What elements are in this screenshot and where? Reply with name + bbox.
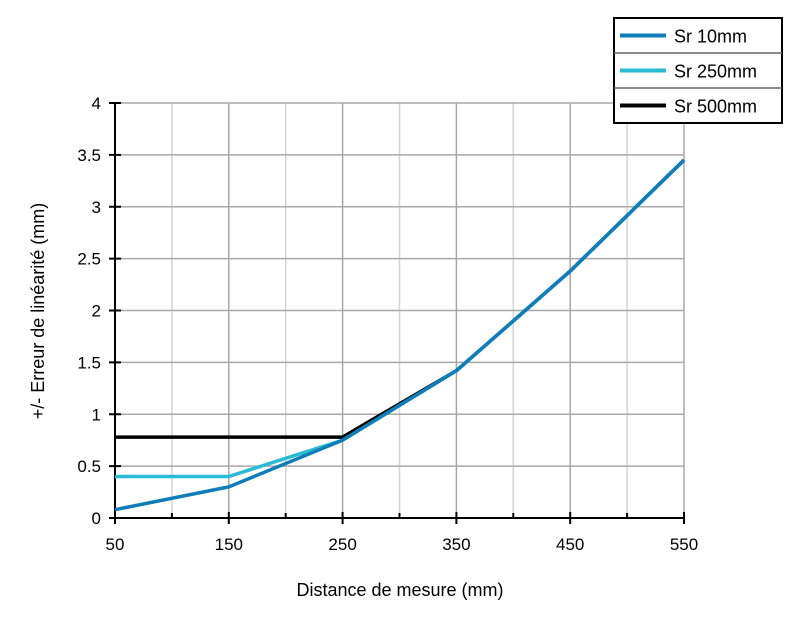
y-tick-label: 0	[92, 509, 101, 528]
legend-label: Sr 10mm	[674, 27, 747, 47]
y-tick-label: 4	[92, 94, 101, 113]
series-lines	[114, 158, 686, 512]
y-tick-label: 1	[92, 405, 101, 424]
legend-label: Sr 500mm	[674, 97, 757, 117]
x-tick-label: 550	[670, 535, 698, 554]
x-tick-label: 150	[215, 535, 243, 554]
x-tick-label: 50	[106, 535, 125, 554]
y-tick-label: 1.5	[77, 353, 101, 372]
y-axis-label: +/- Erreur de linéarité (mm)	[28, 203, 48, 420]
grid	[114, 102, 685, 519]
x-axis-label: Distance de mesure (mm)	[296, 580, 503, 600]
y-tick-label: 3.5	[77, 146, 101, 165]
y-tick-label: 2	[92, 302, 101, 321]
y-tick-label: 0.5	[77, 457, 101, 476]
legend-label: Sr 250mm	[674, 62, 757, 82]
x-tick-label: 250	[328, 535, 356, 554]
series-line-sr-10mm	[114, 158, 686, 512]
x-tick-label: 350	[442, 535, 470, 554]
x-tick-label: 450	[556, 535, 584, 554]
y-tick-label: 3	[92, 198, 101, 217]
legend: Sr 10mm Sr 250mm Sr 500mm	[613, 17, 783, 124]
y-tick-label: 2.5	[77, 250, 101, 269]
